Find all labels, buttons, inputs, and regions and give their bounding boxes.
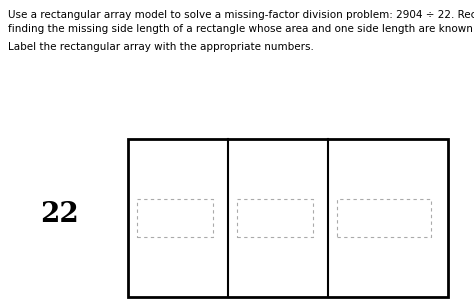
FancyBboxPatch shape: [337, 199, 431, 237]
Text: 22: 22: [41, 202, 79, 228]
FancyBboxPatch shape: [128, 170, 224, 202]
Text: Use a rectangular array model to solve a missing-factor division problem: 2904 ÷: Use a rectangular array model to solve a…: [8, 10, 474, 20]
Bar: [128, 139, 448, 297]
FancyBboxPatch shape: [328, 170, 448, 202]
FancyBboxPatch shape: [228, 170, 324, 202]
Text: Label the rectangular array with the appropriate numbers.: Label the rectangular array with the app…: [8, 42, 314, 52]
Text: finding the missing side length of a rectangle whose area and one side length ar: finding the missing side length of a rec…: [8, 24, 474, 34]
FancyBboxPatch shape: [137, 199, 213, 237]
FancyBboxPatch shape: [237, 199, 313, 237]
